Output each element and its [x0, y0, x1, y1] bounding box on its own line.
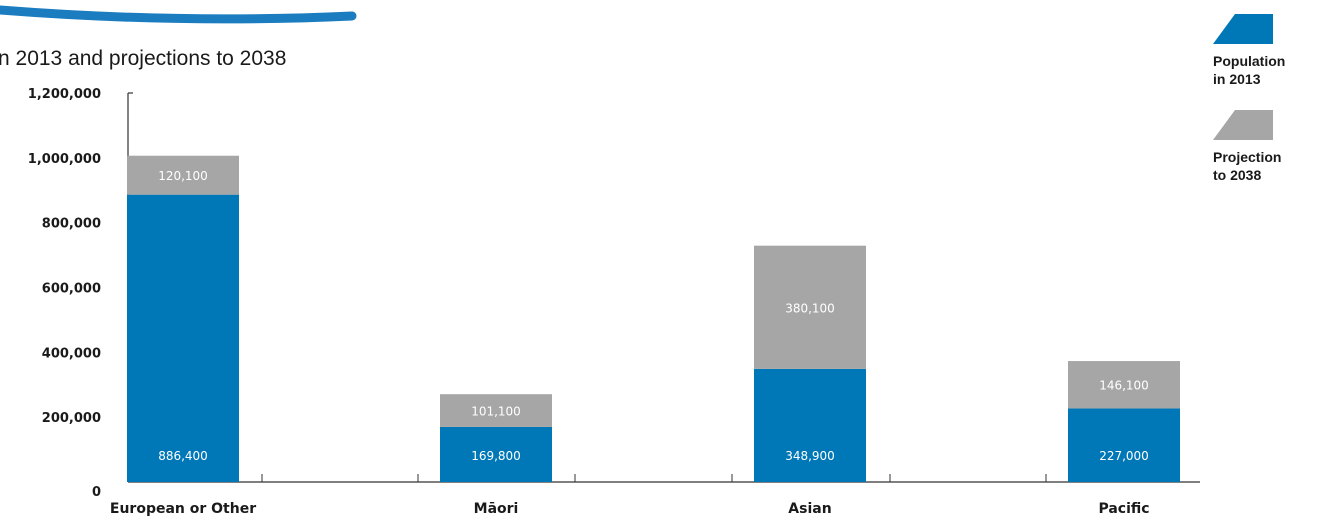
- bar-maori-projection-2038: [440, 394, 552, 427]
- data-label-pacific-population-2013: 227,000: [1099, 449, 1149, 463]
- y-tick-label: 1,000,000: [28, 152, 101, 167]
- bar-pacific-projection-2038: [1068, 361, 1180, 409]
- legend-item-population-2013: Population in 2013: [1213, 14, 1317, 88]
- title-underline-stroke: [0, 5, 357, 24]
- chart-subtitle: n 2013 and projections to 2038: [0, 47, 287, 70]
- legend-label-projection-2038: Projection to 2038: [1213, 149, 1282, 183]
- y-tick-label: 800,000: [42, 217, 101, 232]
- data-label-european-or-other-projection-2038: 120,100: [158, 169, 208, 183]
- x-category-label-european-or-other: European or Other: [110, 501, 256, 517]
- chart-legend: Population in 2013 Projection to 2038: [1213, 14, 1317, 206]
- x-category-label-asian: Asian: [788, 501, 831, 517]
- data-label-maori-population-2013: 169,800: [471, 449, 521, 463]
- bar-asian-population-2013: [754, 368, 866, 482]
- legend-item-projection-2038: Projection to 2038: [1213, 110, 1317, 184]
- bar-pacific-population-2013: [1068, 408, 1180, 482]
- x-category-label-pacific: Pacific: [1098, 501, 1149, 517]
- data-label-asian-population-2013: 348,900: [785, 449, 835, 463]
- y-tick-label: 200,000: [42, 411, 101, 426]
- x-category-label-maori: Māori: [474, 501, 519, 517]
- bar-maori-population-2013: [440, 426, 552, 482]
- bar-asian-projection-2038: [754, 245, 866, 369]
- y-tick-label: 400,000: [42, 346, 101, 361]
- legend-swatch-projection-2038: [1213, 110, 1273, 140]
- bar-european-or-other-population-2013: [127, 194, 239, 482]
- legend-swatch-population-2013: [1213, 14, 1273, 44]
- y-tick-label: 0: [92, 485, 101, 500]
- legend-label-population-2013: Population in 2013: [1213, 53, 1286, 87]
- y-tick-label: 600,000: [42, 282, 101, 297]
- bar-european-or-other-projection-2038: [127, 155, 239, 195]
- data-label-european-or-other-population-2013: 886,400: [158, 449, 208, 463]
- data-label-maori-projection-2038: 101,100: [471, 405, 521, 419]
- y-tick-label: 1,200,000: [28, 87, 101, 102]
- data-label-asian-projection-2038: 380,100: [785, 301, 835, 315]
- data-label-pacific-projection-2038: 146,100: [1099, 379, 1149, 393]
